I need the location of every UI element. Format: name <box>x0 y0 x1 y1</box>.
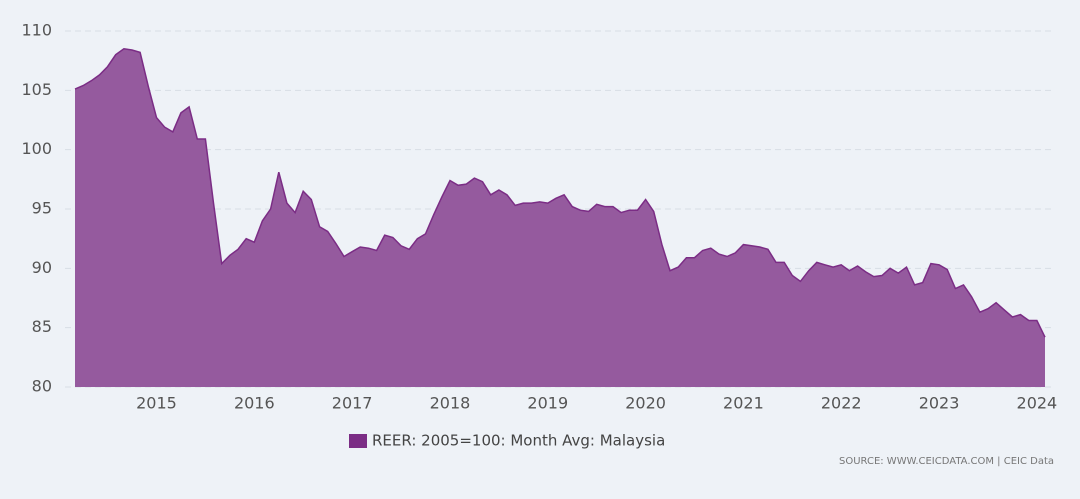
y-tick-label: 85 <box>32 317 52 336</box>
x-tick-label: 2023 <box>919 394 960 413</box>
legend-swatch <box>349 434 367 448</box>
x-tick-label: 2017 <box>332 394 373 413</box>
x-tick-label: 2018 <box>430 394 471 413</box>
x-tick-label: 2015 <box>136 394 177 413</box>
y-tick-label: 90 <box>32 258 52 277</box>
area <box>75 48 1045 388</box>
y-tick-label: 80 <box>32 377 52 396</box>
area-line <box>74 48 1046 338</box>
legend-item: REER: 2005=100: Month Avg: Malaysia <box>349 432 665 450</box>
x-tick-label: 2016 <box>234 394 275 413</box>
x-tick-label: 2024 <box>1017 394 1058 413</box>
x-tick-label: 2020 <box>625 394 666 413</box>
x-tick-label: 2022 <box>821 394 862 413</box>
x-tick-label: 2019 <box>527 394 568 413</box>
source-note: SOURCE: WWW.CEICDATA.COM | CEIC Data <box>839 456 1054 467</box>
y-tick-label: 100 <box>21 139 52 158</box>
legend-label: REER: 2005=100: Month Avg: Malaysia <box>372 432 665 450</box>
x-tick-label: 2021 <box>723 394 764 413</box>
y-tick-label: 95 <box>32 199 52 218</box>
y-tick-label: 105 <box>21 80 52 99</box>
y-tick-label: 110 <box>21 21 52 40</box>
